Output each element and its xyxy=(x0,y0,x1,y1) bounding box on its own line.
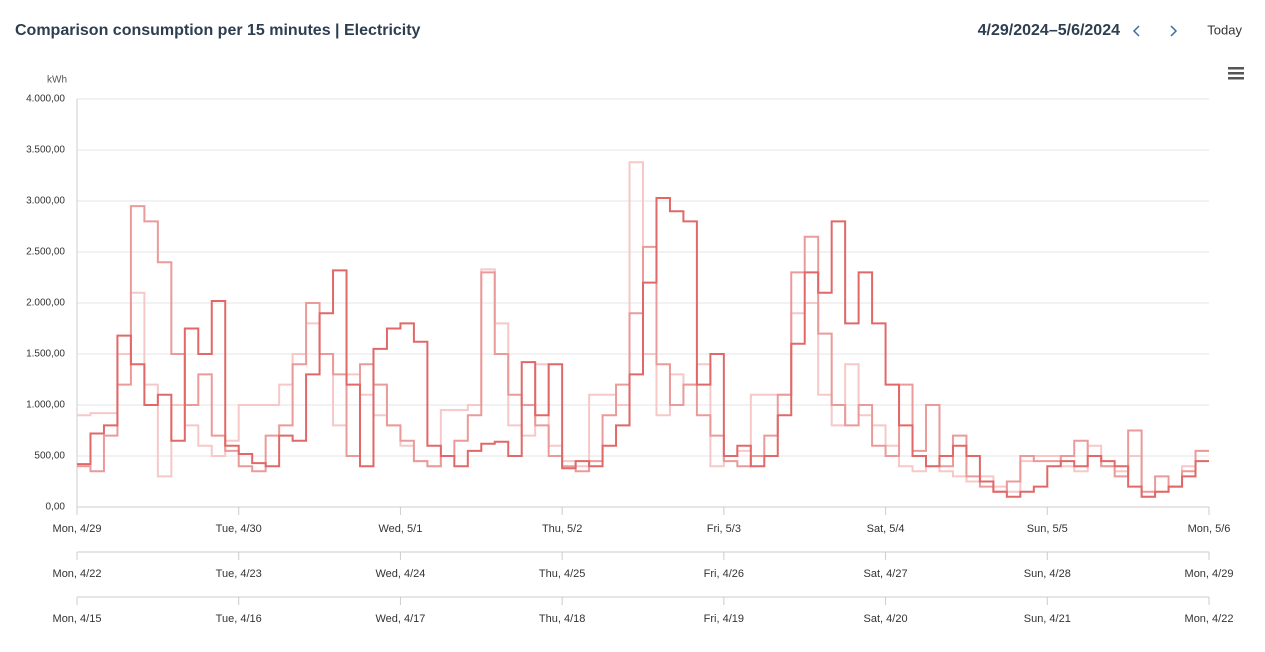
y-tick-label: 1.000,00 xyxy=(26,400,65,411)
x-tick-label: Sun, 4/21 xyxy=(1024,613,1071,625)
y-tick-label: 0,00 xyxy=(46,502,66,513)
y-tick-label: 2.500,00 xyxy=(26,247,65,258)
today-button[interactable]: Today xyxy=(1207,22,1242,37)
x-tick-label: Mon, 4/29 xyxy=(53,523,102,535)
date-range: 4/29/2024–5/6/2024 xyxy=(978,22,1120,39)
x-tick-label: Fri, 5/3 xyxy=(707,523,741,535)
x-tick-label: Wed, 5/1 xyxy=(379,523,423,535)
x-tick-label: Sat, 4/20 xyxy=(864,613,908,625)
x-tick-label: Thu, 4/18 xyxy=(539,613,585,625)
chart-title: Comparison consumption per 15 minutes | … xyxy=(15,22,421,39)
y-tick-label: 3.500,00 xyxy=(26,145,65,156)
y-tick-label: 2.000,00 xyxy=(26,298,65,309)
x-tick-label: Mon, 4/15 xyxy=(53,613,102,625)
x-tick-label: Thu, 4/25 xyxy=(539,568,585,580)
x-tick-label: Sun, 4/28 xyxy=(1024,568,1071,580)
y-tick-label: 3.000,00 xyxy=(26,196,65,207)
menu-button[interactable] xyxy=(1228,67,1244,80)
x-tick-label: Thu, 5/2 xyxy=(542,523,582,535)
series-line xyxy=(77,196,1209,498)
y-tick-label: 4.000,00 xyxy=(26,94,65,105)
x-tick-label: Sat, 5/4 xyxy=(867,523,905,535)
x-tick-label: Sat, 4/27 xyxy=(864,568,908,580)
x-tick-label: Fri, 4/26 xyxy=(704,568,744,580)
x-tick-label: Sun, 5/5 xyxy=(1027,523,1068,535)
y-tick-label: 1.500,00 xyxy=(26,349,65,360)
x-tick-label: Tue, 4/23 xyxy=(216,568,262,580)
x-tick-label: Tue, 4/16 xyxy=(216,613,262,625)
prev-button[interactable] xyxy=(1132,25,1140,37)
next-button[interactable] xyxy=(1170,25,1178,37)
x-tick-label: Tue, 4/30 xyxy=(216,523,262,535)
x-tick-label: Wed, 4/17 xyxy=(375,613,425,625)
x-tick-label: Mon, 4/29 xyxy=(1185,568,1234,580)
x-tick-label: Mon, 5/6 xyxy=(1188,523,1231,535)
y-tick-label: 500,00 xyxy=(34,451,65,462)
x-tick-label: Fri, 4/19 xyxy=(704,613,744,625)
x-tick-label: Wed, 4/24 xyxy=(375,568,425,580)
x-tick-label: Mon, 4/22 xyxy=(1185,613,1234,625)
x-tick-label: Mon, 4/22 xyxy=(53,568,102,580)
y-unit: kWh xyxy=(47,75,67,86)
